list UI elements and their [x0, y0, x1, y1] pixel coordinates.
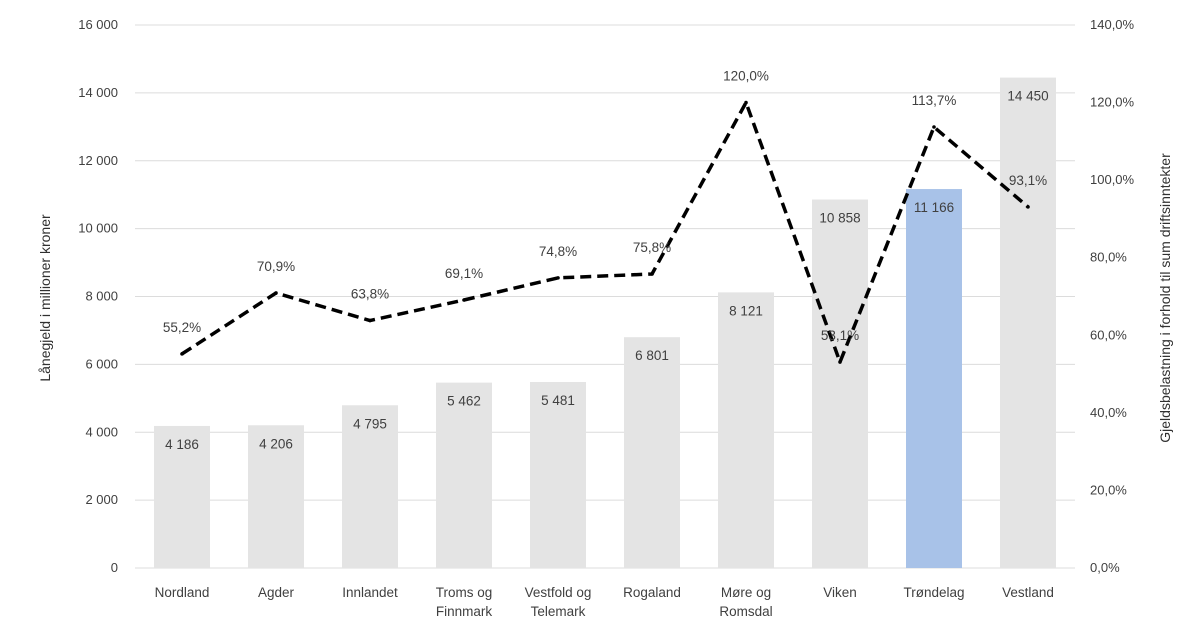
y-axis-left: 0 2 000 4 000 6 000 8 000 10 000 12 000 14 000 1… [78, 17, 118, 575]
bar-value-label: 5 481 [541, 393, 575, 408]
y-axis-right: 0,0% 20,0% 40,0% 60,0% 80,0% 100,0% 120,0% 140,… [1090, 17, 1135, 575]
x-tick-label: Rogaland [623, 585, 681, 600]
x-tick-label: Troms og Finnmark [436, 585, 493, 619]
y-tick-label: 4 000 [85, 424, 118, 439]
line-series [180, 100, 1030, 364]
y2-tick-label: 0,0% [1090, 560, 1120, 575]
bar-value-label: 6 801 [635, 348, 669, 363]
x-tick-label: Agder [258, 585, 295, 600]
y-tick-label: 14 000 [78, 85, 118, 100]
y2-tick-label: 100,0% [1090, 172, 1135, 187]
bar-value-label: 14 450 [1007, 89, 1048, 104]
x-tick-label: Innlandet [342, 585, 398, 600]
y-tick-label: 16 000 [78, 17, 118, 32]
bar-value-label: 4 795 [353, 416, 387, 431]
line-value-label: 55,2% [163, 320, 201, 335]
bar-value-label: 4 186 [165, 437, 199, 452]
y-axis-title: Lånegjeld i millioner kroner [37, 214, 53, 382]
bar-value-label: 10 858 [819, 211, 860, 226]
line-value-label: 69,1% [445, 266, 483, 281]
line-point [180, 352, 184, 356]
line-value-label: 120,0% [723, 69, 769, 84]
x-tick-label: Viken [823, 585, 857, 600]
line-point [932, 125, 936, 129]
line-point [274, 291, 278, 295]
bar-value-label: 4 206 [259, 436, 293, 451]
y-tick-label: 8 000 [85, 289, 118, 304]
x-tick-label: Vestfold og Telemark [525, 585, 592, 619]
line-value-label: 70,9% [257, 259, 295, 274]
y-tick-label: 12 000 [78, 153, 118, 168]
y-tick-label: 0 [111, 560, 118, 575]
line-value-label: 53,1% [821, 328, 859, 343]
bar [624, 337, 680, 568]
bar-value-label: 11 166 [914, 200, 954, 215]
y2-tick-label: 60,0% [1090, 327, 1127, 342]
y2-tick-label: 40,0% [1090, 405, 1127, 420]
bar [154, 425, 210, 568]
bar [342, 405, 398, 568]
y-tick-label: 6 000 [85, 356, 118, 371]
x-axis: Nordland Agder Innlandet Troms og Finnmark Ve… [155, 585, 1054, 619]
bar [530, 381, 586, 568]
y-tick-label: 2 000 [85, 492, 118, 507]
line-path [181, 100, 1030, 364]
y2-tick-label: 140,0% [1090, 17, 1135, 32]
x-tick-label: Møre og Romsdal [719, 585, 772, 619]
x-tick-label: Nordland [155, 585, 210, 600]
bar [906, 189, 962, 568]
y-tick-label: 10 000 [78, 221, 118, 236]
y2-tick-label: 120,0% [1090, 95, 1135, 110]
bar [436, 382, 492, 568]
line-point [650, 272, 654, 276]
bar-value-label: 5 462 [447, 394, 481, 409]
line-point [556, 276, 560, 280]
line-data-labels: 55,2% 70,9% 63,8% 69,1% 74,8% 75,8% 120,0% 53,1… [163, 69, 1047, 343]
line-value-label: 63,8% [351, 287, 389, 302]
line-point [1026, 205, 1030, 209]
bar [812, 199, 868, 568]
bar-series [154, 77, 1056, 569]
bar-data-labels: 4 186 4 206 4 795 5 462 5 481 6 801 8 121 10 85… [165, 89, 1049, 452]
x-tick-label: Trøndelag [903, 585, 964, 600]
line-value-label: 113,7% [912, 93, 957, 108]
line-point [744, 100, 748, 105]
line-point [462, 298, 466, 302]
line-point [368, 318, 372, 323]
bar [1000, 77, 1056, 569]
bar-value-label: 8 121 [729, 303, 763, 318]
y2-axis-title: Gjeldsbelastning i forhold til sum drift… [1157, 153, 1173, 443]
line-point [838, 360, 842, 364]
bar [718, 292, 774, 568]
line-value-label: 74,8% [539, 244, 577, 259]
line-value-label: 93,1% [1009, 173, 1047, 188]
bar [248, 425, 304, 568]
y2-tick-label: 20,0% [1090, 482, 1127, 497]
y2-tick-label: 80,0% [1090, 250, 1127, 265]
x-tick-label: Vestland [1002, 585, 1054, 600]
line-value-label: 75,8% [633, 240, 671, 255]
